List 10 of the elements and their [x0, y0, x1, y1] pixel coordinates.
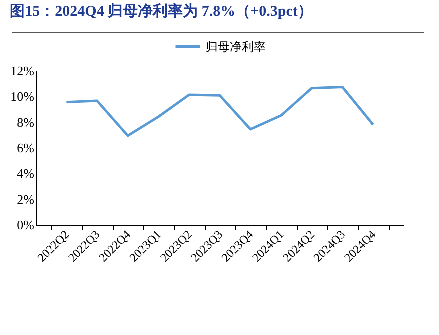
- y-tick-label: 2%: [17, 192, 35, 207]
- legend-label: 归母净利率: [206, 40, 266, 54]
- y-tick-label: 0%: [17, 218, 35, 232]
- chart-title: 图15：2024Q4 归母净利率为 7.8%（+0.3pct）: [10, 2, 313, 20]
- y-tick-label: 10%: [10, 89, 35, 104]
- y-tick-label: 12%: [10, 64, 35, 78]
- y-tick-label: 8%: [17, 114, 35, 130]
- y-tick-label: 4%: [17, 166, 35, 182]
- line-series: [65, 86, 375, 138]
- y-tick-label: 6%: [17, 140, 35, 156]
